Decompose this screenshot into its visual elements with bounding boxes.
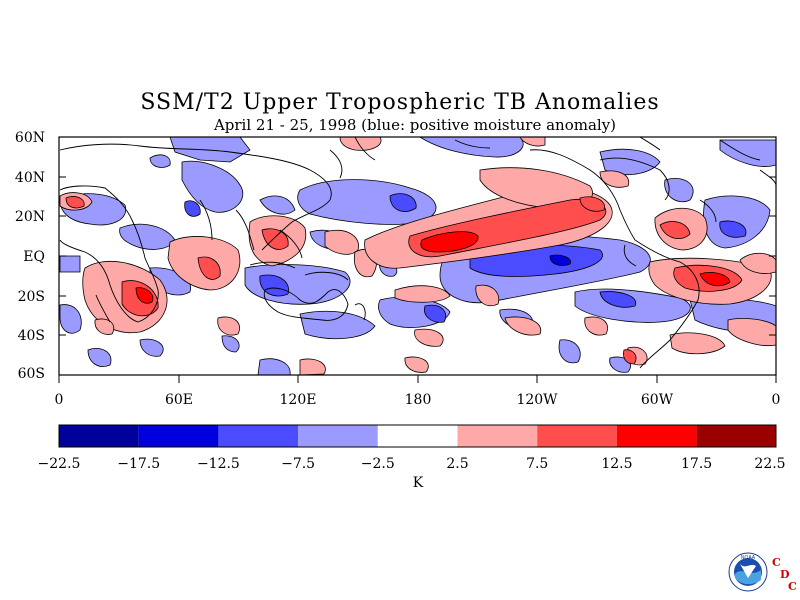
- moist-anomaly-dark-regions: [549, 254, 572, 266]
- lat-label: 40N: [15, 170, 45, 186]
- lat-label: 60N: [15, 130, 45, 146]
- noaa-logo-text: NOAA: [741, 555, 756, 561]
- lat-label: 60S: [18, 366, 45, 382]
- colorbar-tick: −12.5: [197, 456, 240, 472]
- chart-subtitle: April 21 - 25, 1998 (blue: positive mois…: [213, 116, 617, 134]
- colorbar-segment: [616, 425, 697, 447]
- colorbar-tick: −2.5: [361, 456, 395, 472]
- noaa-logo-icon: NOAA: [728, 552, 768, 592]
- colorbar: [58, 424, 777, 448]
- colorbar-segment: [537, 425, 617, 447]
- lat-label: 20S: [18, 289, 45, 305]
- colorbar-tick: 22.5: [754, 456, 785, 472]
- colorbar-segment: [298, 425, 378, 447]
- lon-tick-marks: [58, 375, 777, 383]
- colorbar-tick: 12.5: [601, 456, 632, 472]
- colorbar-tick: 7.5: [526, 456, 548, 472]
- coastlines: [59, 137, 776, 369]
- lon-label: 0: [55, 392, 64, 408]
- cdc-letter: C: [788, 580, 797, 593]
- colorbar-tick: −22.5: [38, 456, 81, 472]
- colorbar-segment: [457, 425, 538, 447]
- colorbar-tick: 2.5: [446, 456, 468, 472]
- lon-label: 60E: [165, 392, 193, 408]
- anomaly-field: [59, 137, 776, 375]
- colorbar-tick: −7.5: [281, 456, 315, 472]
- colorbar-segment: [377, 425, 458, 447]
- lon-label: 60W: [641, 392, 674, 408]
- colorbar-segment: [218, 425, 299, 447]
- colorbar-unit: K: [413, 475, 424, 491]
- colorbar-segment: [59, 425, 139, 447]
- chart-title: SSM/T2 Upper Tropospheric TB Anomalies: [140, 90, 660, 115]
- lat-label: EQ: [23, 249, 45, 265]
- colorbar-tick: 17.5: [681, 456, 712, 472]
- lat-tick-marks: [59, 136, 776, 376]
- dry-anomaly-strong-regions: [135, 231, 731, 304]
- lon-label: 180: [405, 392, 432, 408]
- colorbar-tick: −17.5: [117, 456, 160, 472]
- cdc-logo: C D C: [770, 556, 798, 593]
- lon-label: 120E: [280, 392, 317, 408]
- lat-label: 20N: [15, 209, 45, 225]
- cdc-letter: C: [772, 556, 781, 569]
- colorbar-segment: [696, 425, 776, 447]
- cdc-letter: D: [780, 568, 790, 581]
- lon-label: 120W: [516, 392, 558, 408]
- lat-label: 40S: [18, 328, 45, 344]
- colorbar-tick-labels: −22.5 −17.5 −12.5 −7.5 −2.5 2.5 7.5 12.5…: [38, 456, 786, 472]
- lon-label: 0: [772, 392, 781, 408]
- colorbar-segment: [138, 425, 219, 447]
